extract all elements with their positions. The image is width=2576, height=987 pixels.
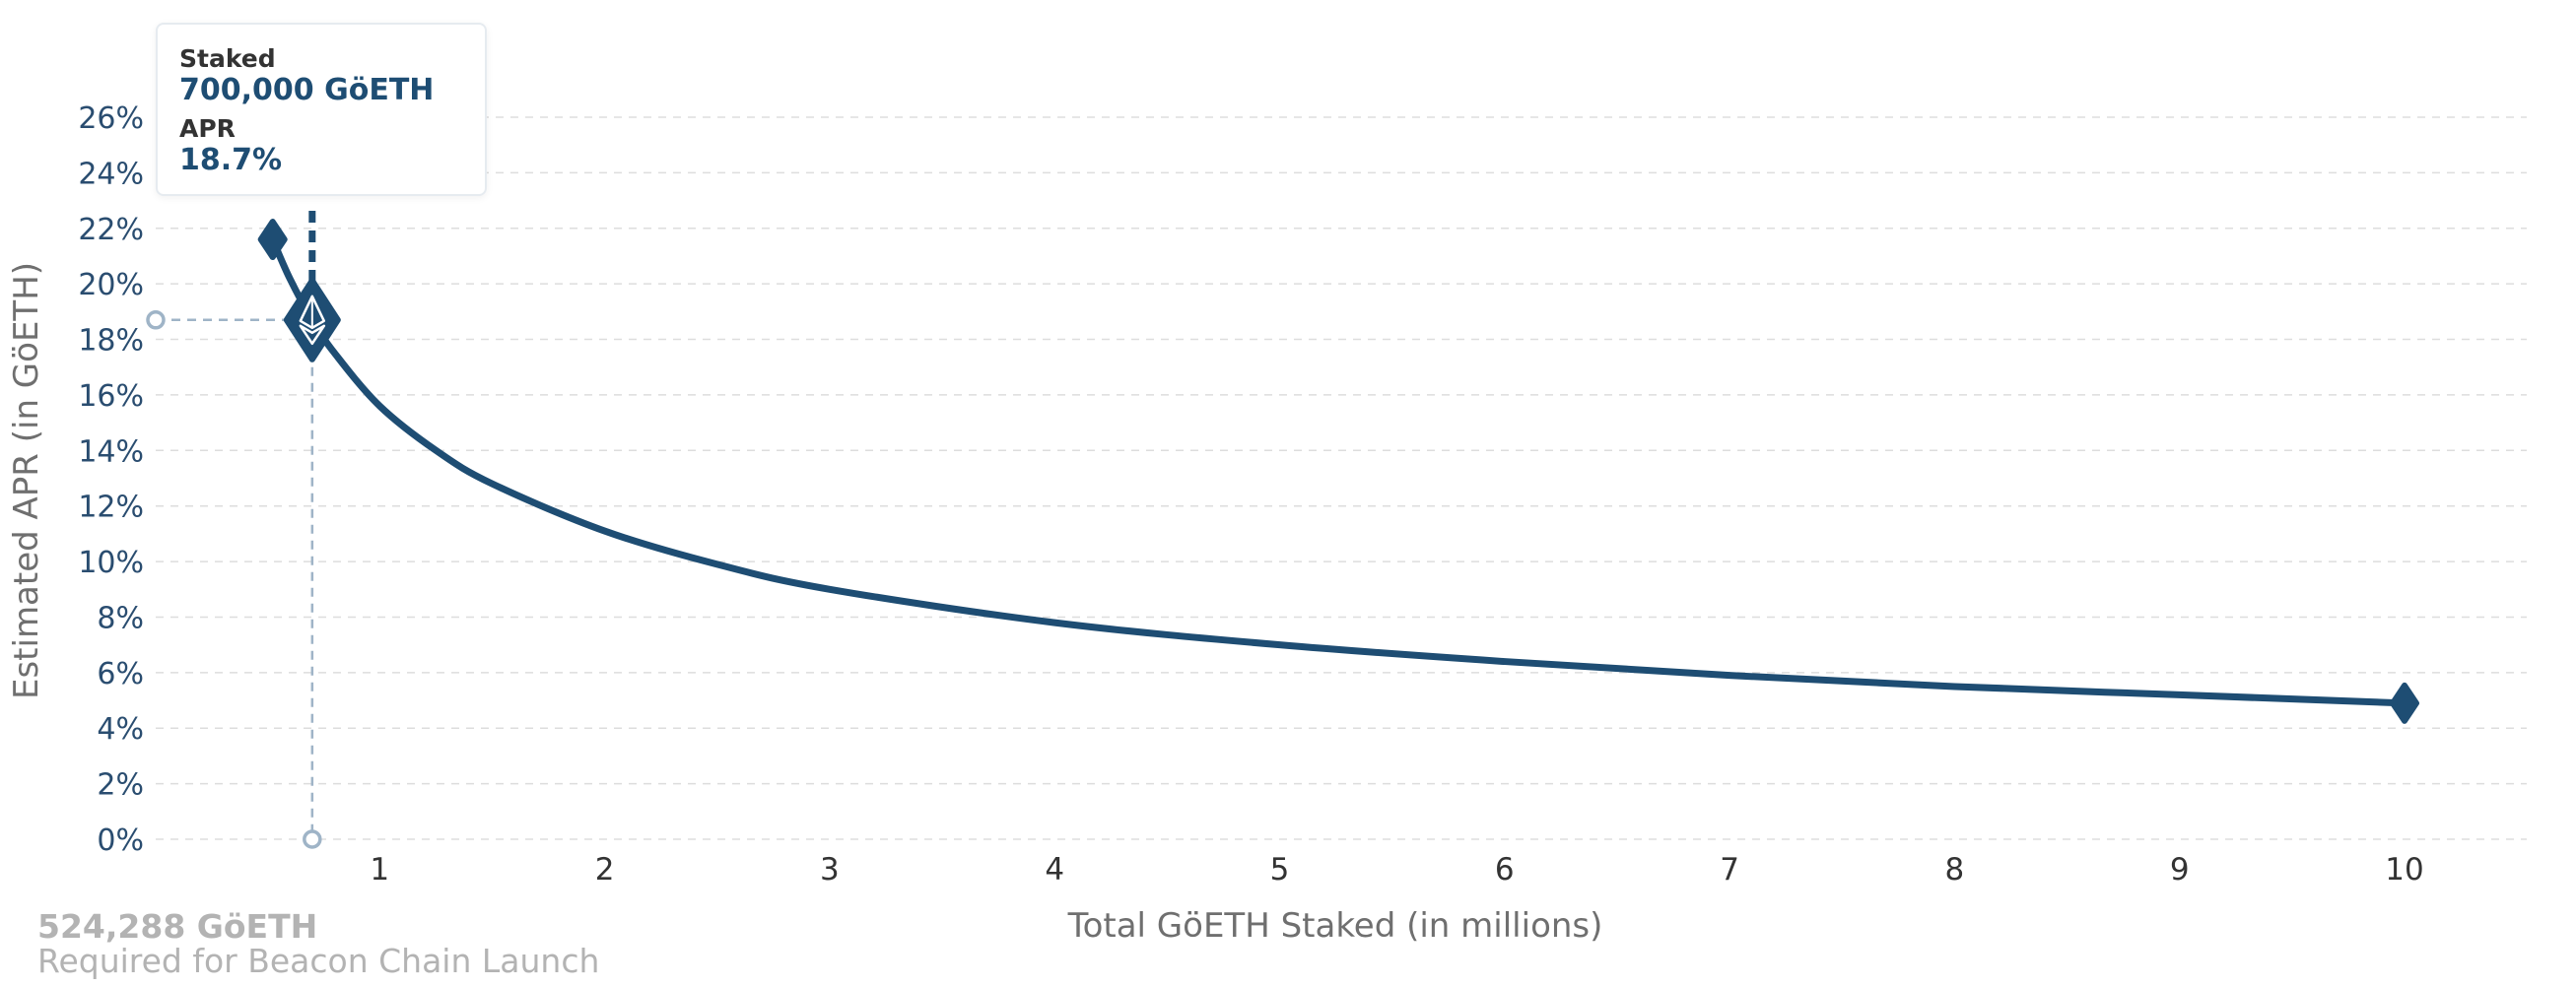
y-tick-label: 0%: [97, 823, 144, 858]
x-axis-ticks: 1 2 3 4 5 6 7 8 9 10: [370, 852, 2423, 888]
y-tick-label: 22%: [78, 213, 144, 247]
x-tick-label: 3: [820, 852, 840, 888]
y-tick-label: 8%: [97, 601, 144, 635]
diamond-shape: [2390, 682, 2419, 724]
y-tick-label: 20%: [78, 268, 144, 302]
x-tick-label: 5: [1270, 852, 1290, 888]
y-tick-label: 6%: [97, 657, 144, 691]
x-tick-label: 6: [1495, 852, 1515, 888]
x-tick-label: 4: [1045, 852, 1064, 888]
tooltip-staked-value: 700,000 GöETH: [179, 73, 435, 107]
x-tick-label: 7: [1720, 852, 1739, 888]
y-tick-label: 10%: [78, 546, 144, 580]
x-tick-label: 8: [1945, 852, 1965, 888]
launch-threshold-note: Required for Beacon Chain Launch: [37, 942, 599, 980]
x-tick-label: 10: [2385, 852, 2423, 888]
x-tick-label: 2: [595, 852, 615, 888]
ethereum-diamond-icon: [283, 277, 341, 362]
grid-lines: [156, 116, 2527, 840]
x-guide-marker: [303, 829, 322, 849]
y-tick-label: 2%: [97, 768, 144, 803]
end-point-diamond-icon: [2390, 682, 2419, 724]
hover-tooltip: Staked 700,000 GöETH APR 18.7%: [156, 23, 487, 196]
marker-layer: [257, 219, 2419, 724]
tooltip-staked-label: Staked: [179, 44, 276, 73]
x-axis-label: Total GöETH Staked (in millions): [1067, 906, 1603, 946]
y-tick-label: 16%: [78, 379, 144, 414]
y-tick-label: 4%: [97, 712, 144, 747]
tooltip-apr-value: 18.7%: [179, 143, 283, 177]
y-tick-label: 18%: [78, 324, 144, 359]
series-line-0: [269, 235, 2408, 707]
launch-threshold-value: 524,288 GöETH: [37, 907, 317, 946]
y-axis-ticks: 0% 2% 4% 6% 8% 10% 12% 14% 16% 18% 20% 22% 24% 26%: [78, 101, 144, 858]
y-tick-label: 26%: [78, 101, 144, 136]
eth-glyph-bottom: [299, 324, 326, 346]
y-tick-label: 14%: [78, 434, 144, 469]
y-tick-label: 24%: [78, 157, 144, 191]
x-tick-label: 1: [370, 852, 389, 888]
tooltip-apr-label: APR: [179, 114, 236, 143]
diamond-shape: [257, 219, 288, 261]
series-layer: [269, 235, 2408, 707]
y-axis-label: Estimated APR (in GöETH): [7, 262, 46, 699]
y-tick-label: 12%: [78, 491, 144, 525]
y-guide-marker: [146, 310, 166, 330]
x-tick-label: 9: [2170, 852, 2190, 888]
start-point-diamond-icon: [257, 219, 288, 261]
